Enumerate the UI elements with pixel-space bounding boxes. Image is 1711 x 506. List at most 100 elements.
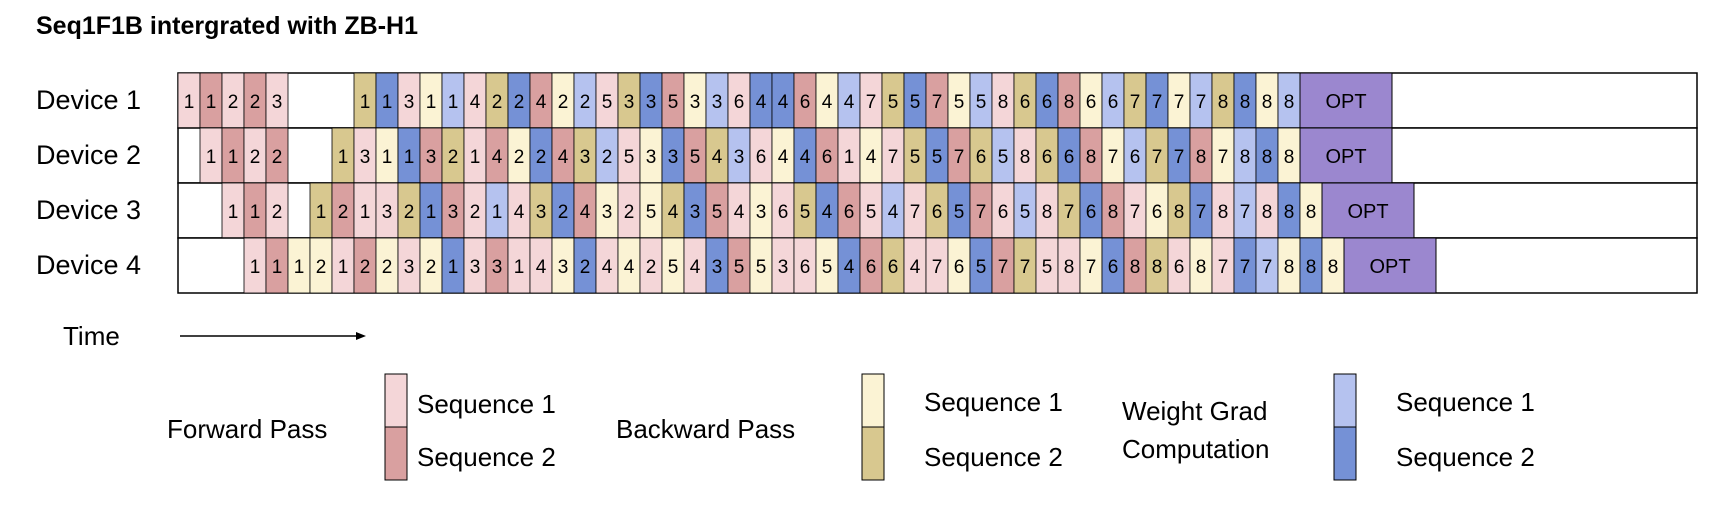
schedule-cell-label: 8 [1064,257,1075,278]
schedule-cell-label: 2 [602,147,613,168]
opt-label: OPT [1369,256,1410,278]
schedule-cell-label: 8 [1130,257,1141,278]
schedule-cell-label: 4 [822,202,833,223]
schedule-cell-label: 5 [954,202,965,223]
schedule-cell-label: 1 [272,257,283,278]
schedule-cell-label: 8 [1218,92,1229,113]
schedule-cell-label: 3 [426,147,437,168]
schedule-cell-label: 8 [1042,202,1053,223]
legend-forward-seq1-swatch [384,373,408,428]
schedule-cell-label: 6 [1086,202,1097,223]
schedule-cell-label: 5 [1020,202,1031,223]
schedule-cell-label: 1 [250,202,261,223]
device-label: Device 1 [36,85,141,115]
schedule-cell-label: 6 [1152,202,1163,223]
schedule-cell-label: 1 [404,147,415,168]
schedule-cell-label: 5 [888,92,899,113]
schedule-cell-label: 6 [1064,147,1075,168]
schedule-cell-label: 6 [1174,257,1185,278]
schedule-cell-label: 1 [228,202,239,223]
legend-forward-seq2-swatch [384,426,408,481]
schedule-cell-label: 5 [800,202,811,223]
schedule-cell-label: 3 [646,92,657,113]
schedule-cell-label: 1 [426,202,437,223]
schedule-cell-label: 4 [778,92,789,113]
schedule-cell-label: 4 [756,92,767,113]
schedule-cell-label: 1 [448,257,459,278]
schedule-cell-label: 4 [580,202,591,223]
schedule-cell-label: 1 [382,92,393,113]
schedule-cell-label: 6 [954,257,965,278]
schedule-cell-label: 4 [470,92,481,113]
schedule-cell-label: 8 [1284,147,1295,168]
schedule-cell-label: 5 [690,147,701,168]
schedule-cell-label: 6 [844,202,855,223]
schedule-cell-label: 5 [998,147,1009,168]
schedule-cell-label: 1 [360,92,371,113]
legend-backward-seq2-swatch [861,426,885,481]
schedule-cell-label: 6 [734,92,745,113]
legend-backward-pass-label: Backward Pass [616,414,795,444]
schedule-cell-label: 8 [1020,147,1031,168]
schedule-cell-label: 3 [272,92,283,113]
schedule-cell-label: 1 [844,147,855,168]
schedule-cell-label: 3 [448,202,459,223]
schedule-cell-label: 6 [1042,92,1053,113]
schedule-cell-label: 6 [822,147,833,168]
schedule-cell-label: 1 [360,202,371,223]
legend-forward-seq1-label: Sequence 1 [417,389,556,419]
schedule-cell-label: 5 [756,257,767,278]
schedule-cell-label: 4 [536,92,547,113]
schedule-cell-label: 7 [1196,92,1207,113]
schedule-cell-label: 3 [536,202,547,223]
schedule-cell-label: 5 [712,202,723,223]
schedule-cell-label: 2 [492,92,503,113]
schedule-cell-label: 6 [932,202,943,223]
schedule-cell-label: 8 [1064,92,1075,113]
schedule-cell-label: 7 [1240,202,1251,223]
schedule-cell-label: 8 [1108,202,1119,223]
schedule-cell-label: 3 [646,147,657,168]
schedule-cell-label: 1 [382,147,393,168]
legend-weight-seq1-label: Sequence 1 [1396,387,1535,417]
schedule-cell-label: 3 [624,92,635,113]
schedule-cell-label: 8 [1196,257,1207,278]
schedule-cell-label: 3 [756,202,767,223]
legend-weight-seq2-label: Sequence 2 [1396,442,1535,472]
schedule-cell-label: 8 [1284,92,1295,113]
schedule-cell-label: 7 [1130,92,1141,113]
schedule-cell-label: 3 [382,202,393,223]
schedule-cell-label: 7 [954,147,965,168]
schedule-cell-label: 2 [558,92,569,113]
schedule-cell-label: 6 [800,257,811,278]
schedule-cell-label: 7 [1262,257,1273,278]
schedule-cell-label: 4 [844,92,855,113]
schedule-cell-label: 4 [624,257,635,278]
schedule-cell-label: 6 [1042,147,1053,168]
schedule-cell-label: 8 [1284,257,1295,278]
schedule-cell-label: 7 [1020,257,1031,278]
opt-label: OPT [1347,201,1388,223]
schedule-cell-label: 5 [976,92,987,113]
schedule-cell-label: 1 [250,257,261,278]
schedule-cell-label: 5 [668,257,679,278]
schedule-cell-label: 2 [250,147,261,168]
schedule-cell-label: 7 [1174,92,1185,113]
schedule-cell-label: 4 [536,257,547,278]
schedule-cell-label: 6 [976,147,987,168]
schedule-cell-label: 3 [690,202,701,223]
schedule-cell-label: 5 [1042,257,1053,278]
schedule-cell-label: 8 [1152,257,1163,278]
schedule-cell-label: 3 [580,147,591,168]
schedule-cell-label: 1 [316,202,327,223]
schedule-cell-label: 5 [910,147,921,168]
schedule-cell-label: 3 [492,257,503,278]
schedule-cell-label: 8 [1174,202,1185,223]
schedule-cell-label: 6 [866,257,877,278]
schedule-cell-label: 2 [536,147,547,168]
schedule-cell-label: 4 [690,257,701,278]
schedule-cell-label: 1 [294,257,305,278]
schedule-cell-label: 4 [712,147,723,168]
